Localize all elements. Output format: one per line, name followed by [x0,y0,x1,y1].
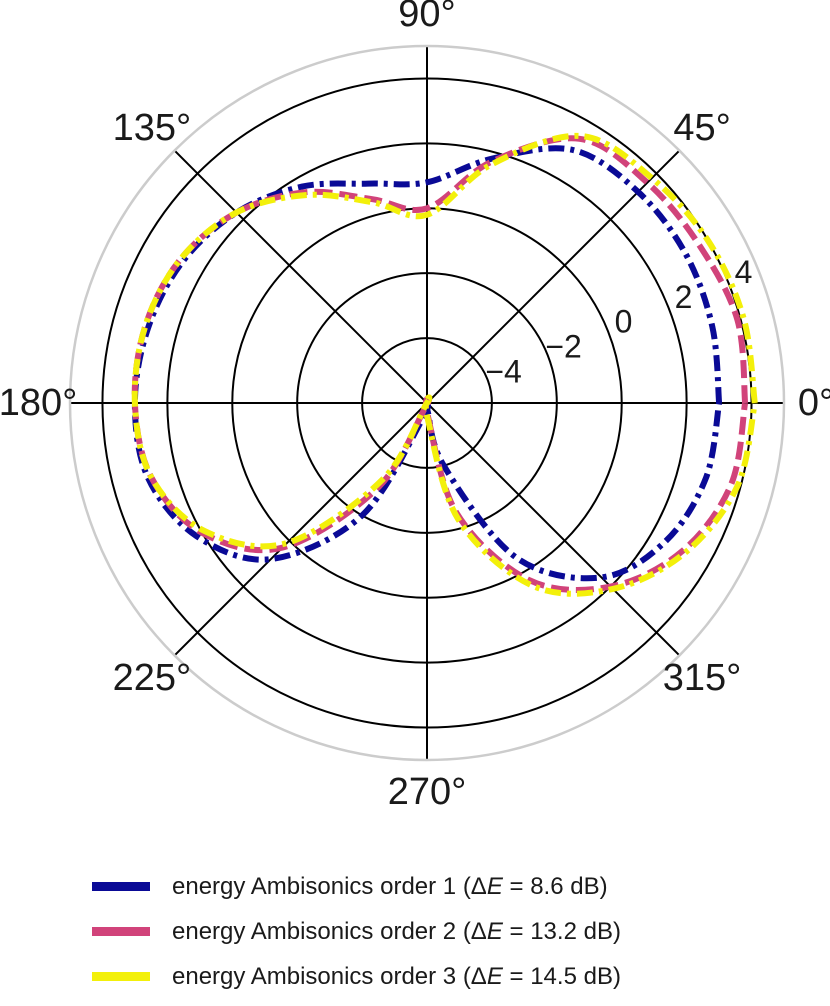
legend-item: energy Ambisonics order 1 (ΔE = 8.6 dB) [92,864,621,909]
legend: energy Ambisonics order 1 (ΔE = 8.6 dB) e… [92,864,621,999]
legend-label: energy Ambisonics order 3 (ΔE = 14.5 dB) [172,963,621,991]
angular-tick-label: 90° [398,0,455,35]
radial-tick-label: 0 [615,304,633,340]
legend-label: energy Ambisonics order 1 (ΔE = 8.6 dB) [172,873,608,901]
series-layer [131,132,758,597]
legend-label-variable: E [486,962,503,990]
legend-item: energy Ambisonics order 2 (ΔE = 13.2 dB) [92,909,621,954]
legend-label-suffix: = 14.5 dB) [502,962,621,990]
legend-swatch [92,882,150,891]
angular-tick-label: 270° [388,771,467,813]
legend-item: energy Ambisonics order 3 (ΔE = 14.5 dB) [92,954,621,999]
legend-label: energy Ambisonics order 2 (ΔE = 13.2 dB) [172,918,621,946]
angular-tick-label: 225° [113,657,192,699]
radial-tick-label: −2 [545,328,581,364]
legend-label-prefix: energy Ambisonics order 3 (Δ [172,962,487,990]
angular-tick-label: 180° [0,382,77,424]
angular-tick-label: 0° [798,382,830,424]
legend-label-variable: E [486,872,503,900]
series-line-1 [131,145,723,582]
legend-swatch [92,927,150,936]
tick-labels: 0° 45° 90° 135° 180° 225° 270° 315° −4 −2 0 2 4 [0,0,830,813]
radial-tick-label: 4 [735,254,753,290]
polar-frame [68,44,786,762]
radial-tick-label: −4 [485,353,521,389]
legend-label-suffix: = 13.2 dB) [502,917,621,945]
angular-tick-label: 315° [663,657,742,699]
legend-label-variable: E [486,917,503,945]
series-line-2 [131,135,749,593]
radial-tick-label: 2 [675,279,693,315]
legend-label-prefix: energy Ambisonics order 2 (Δ [172,917,487,945]
polar-plot: 0° 45° 90° 135° 180° 225° 270° 315° −4 −2 0 2 4 [0,0,830,813]
angular-tick-label: 135° [113,107,192,149]
legend-label-prefix: energy Ambisonics order 1 (Δ [172,872,487,900]
legend-swatch [92,972,150,981]
angular-tick-label: 45° [673,107,730,149]
legend-label-suffix: = 8.6 dB) [502,872,608,900]
